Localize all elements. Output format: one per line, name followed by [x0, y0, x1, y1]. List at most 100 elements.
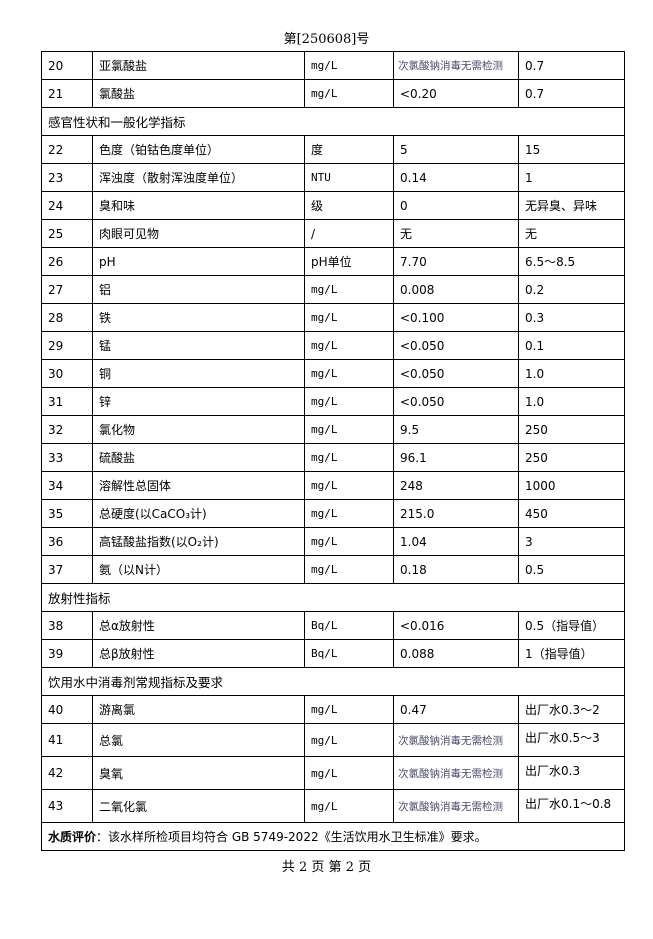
- item-name: 总β放射性: [92, 639, 305, 668]
- item-result: <0.100: [393, 303, 519, 332]
- item-name: 亚氯酸盐: [92, 51, 305, 80]
- item-number: 34: [41, 471, 93, 500]
- table-row: 40 游离氯 mg/L 0.47 出厂水0.3～2: [41, 695, 625, 724]
- item-result: 96.1: [393, 443, 519, 472]
- section-title: 放射性指标: [41, 583, 625, 612]
- item-name: 铁: [92, 303, 305, 332]
- item-limit: 250: [518, 443, 625, 472]
- item-unit: Bq/L: [304, 611, 394, 640]
- table-row: 42 臭氧 mg/L 次氯酸钠消毒无需检测 出厂水0.3: [41, 756, 625, 790]
- evaluation-label: 水质评价: [48, 830, 97, 844]
- item-unit: mg/L: [304, 387, 394, 416]
- item-result: <0.20: [393, 79, 519, 108]
- item-limit: 出厂水0.3: [518, 756, 625, 790]
- item-limit: 1000: [518, 471, 625, 500]
- item-result: <0.050: [393, 359, 519, 388]
- item-name: pH: [92, 247, 305, 276]
- item-result: 7.70: [393, 247, 519, 276]
- item-unit: mg/L: [304, 555, 394, 584]
- table-row: 31 锌 mg/L <0.050 1.0: [41, 387, 625, 416]
- item-result: 215.0: [393, 499, 519, 528]
- item-limit: 出厂水0.5～3: [518, 723, 625, 757]
- item-result: 次氯酸钠消毒无需检测: [393, 723, 519, 757]
- table-row: 38 总α放射性 Bq/L <0.016 0.5（指导值）: [41, 611, 625, 640]
- table-row: 41 总氯 mg/L 次氯酸钠消毒无需检测 出厂水0.5～3: [41, 723, 625, 757]
- item-limit: 250: [518, 415, 625, 444]
- item-number: 43: [41, 789, 93, 823]
- item-unit: mg/L: [304, 303, 394, 332]
- section-header: 放射性指标: [41, 583, 625, 612]
- item-result: 9.5: [393, 415, 519, 444]
- item-limit: 无异臭、异味: [518, 191, 625, 220]
- item-number: 36: [41, 527, 93, 556]
- item-unit: mg/L: [304, 471, 394, 500]
- item-limit: 出厂水0.3～2: [518, 695, 625, 724]
- item-number: 26: [41, 247, 93, 276]
- item-limit: 无: [518, 219, 625, 248]
- item-result: 次氯酸钠消毒无需检测: [393, 789, 519, 823]
- table-row: 28 铁 mg/L <0.100 0.3: [41, 303, 625, 332]
- item-unit: mg/L: [304, 499, 394, 528]
- item-limit: 1: [518, 163, 625, 192]
- item-result: 无: [393, 219, 519, 248]
- section-title: 饮用水中消毒剂常规指标及要求: [41, 667, 625, 696]
- item-limit: 3: [518, 527, 625, 556]
- item-unit: mg/L: [304, 723, 394, 757]
- item-result: 次氯酸钠消毒无需检测: [393, 756, 519, 790]
- section-header: 感官性状和一般化学指标: [41, 107, 625, 136]
- item-number: 25: [41, 219, 93, 248]
- table-row: 33 硫酸盐 mg/L 96.1 250: [41, 443, 625, 472]
- item-number: 33: [41, 443, 93, 472]
- item-unit: mg/L: [304, 359, 394, 388]
- table-row: 27 铝 mg/L 0.008 0.2: [41, 275, 625, 304]
- item-unit: mg/L: [304, 789, 394, 823]
- item-number: 23: [41, 163, 93, 192]
- item-limit: 1（指导值）: [518, 639, 625, 668]
- item-name: 锰: [92, 331, 305, 360]
- item-name: 臭和味: [92, 191, 305, 220]
- item-limit: 1.0: [518, 387, 625, 416]
- item-name: 氨（以N计）: [92, 555, 305, 584]
- item-limit: 0.5: [518, 555, 625, 584]
- item-name: 臭氧: [92, 756, 305, 790]
- item-name: 二氧化氯: [92, 789, 305, 823]
- item-result: 0.008: [393, 275, 519, 304]
- table-row: 37 氨（以N计） mg/L 0.18 0.5: [41, 555, 625, 584]
- item-name: 氯酸盐: [92, 79, 305, 108]
- item-number: 41: [41, 723, 93, 757]
- item-number: 24: [41, 191, 93, 220]
- table-row: 21 氯酸盐 mg/L <0.20 0.7: [41, 79, 625, 108]
- item-name: 色度（铂钴色度单位）: [92, 135, 305, 164]
- table-row: 29 锰 mg/L <0.050 0.1: [41, 331, 625, 360]
- item-number: 22: [41, 135, 93, 164]
- item-unit: NTU: [304, 163, 394, 192]
- item-unit: mg/L: [304, 695, 394, 724]
- item-result: 次氯酸钠消毒无需检测: [393, 51, 519, 80]
- item-limit: 15: [518, 135, 625, 164]
- item-number: 42: [41, 756, 93, 790]
- item-number: 27: [41, 275, 93, 304]
- item-result: 5: [393, 135, 519, 164]
- item-result: <0.016: [393, 611, 519, 640]
- item-name: 高锰酸盐指数(以O₂计): [92, 527, 305, 556]
- section-title: 感官性状和一般化学指标: [41, 107, 625, 136]
- item-name: 浑浊度（散射浑浊度单位）: [92, 163, 305, 192]
- item-name: 肉眼可见物: [92, 219, 305, 248]
- table-row: 43 二氧化氯 mg/L 次氯酸钠消毒无需检测 出厂水0.1～0.8: [41, 789, 625, 823]
- item-unit: mg/L: [304, 51, 394, 80]
- table-row: 34 溶解性总固体 mg/L 248 1000: [41, 471, 625, 500]
- table-row: 20 亚氯酸盐 mg/L 次氯酸钠消毒无需检测 0.7: [41, 51, 625, 80]
- item-limit: 450: [518, 499, 625, 528]
- item-result: 248: [393, 471, 519, 500]
- item-name: 游离氯: [92, 695, 305, 724]
- item-limit: 出厂水0.1～0.8: [518, 789, 625, 823]
- item-number: 31: [41, 387, 93, 416]
- item-number: 21: [41, 79, 93, 108]
- report-number: 第[250608]号: [283, 32, 370, 47]
- item-name: 溶解性总固体: [92, 471, 305, 500]
- item-unit: mg/L: [304, 275, 394, 304]
- table-row: 39 总β放射性 Bq/L 0.088 1（指导值）: [41, 639, 625, 668]
- item-name: 锌: [92, 387, 305, 416]
- page-footer: 共 2 页 第 2 页: [281, 860, 372, 875]
- item-name: 硫酸盐: [92, 443, 305, 472]
